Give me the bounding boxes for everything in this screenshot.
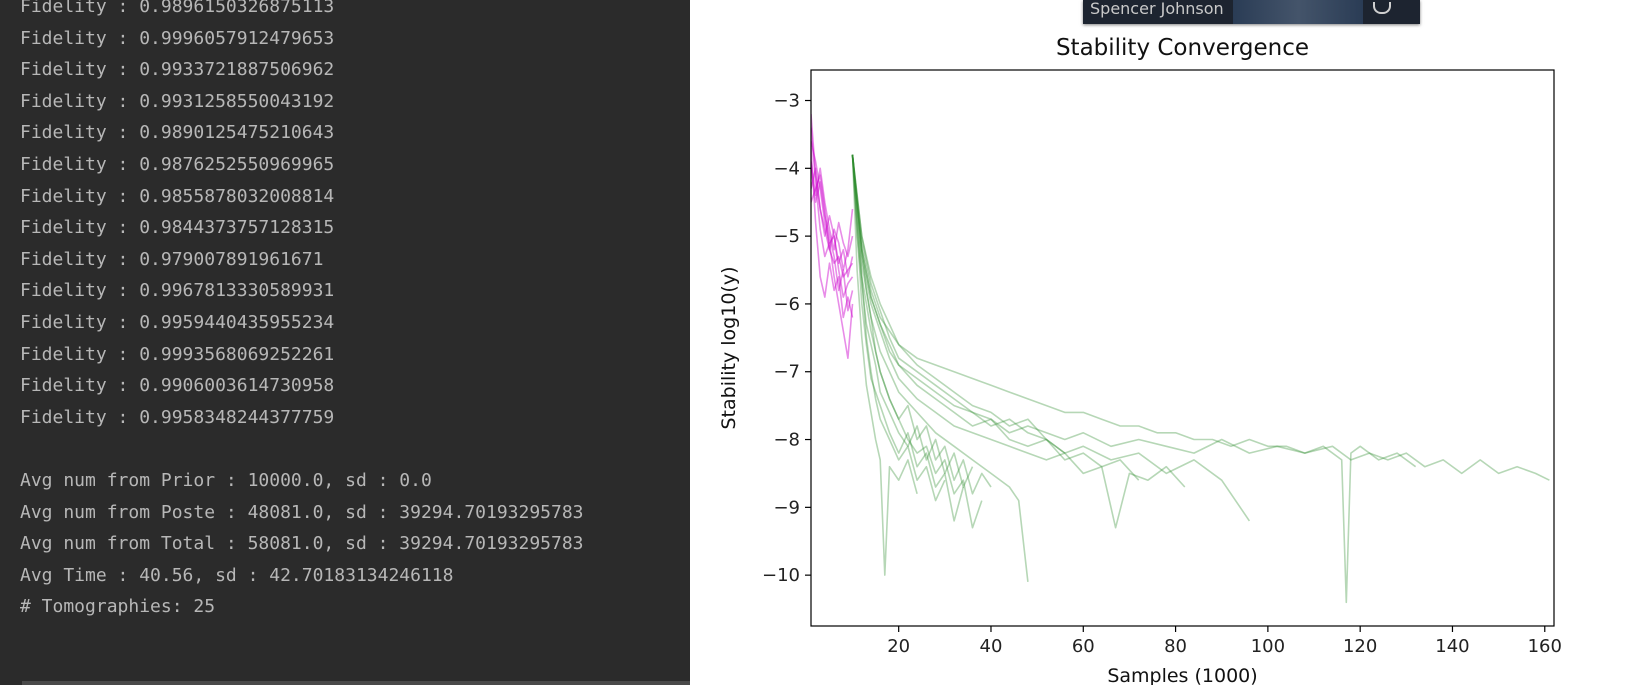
console-output: Fidelity : 0.9896150326875113 Fidelity : …: [20, 0, 584, 623]
posterior-series-line-11: [851, 154, 918, 576]
prior-series-line-4: [811, 161, 854, 258]
plot-panel: 20 40 60 80 100 120 140 160 −3 −4 −5 −6 −7 −8 −9 −10 Sta…: [690, 0, 1641, 685]
prior-series-line-6: [811, 147, 854, 319]
x-tick-label: 160: [1528, 636, 1562, 657]
posterior-series-line-18: [851, 154, 1140, 481]
posterior-series-line-10: [851, 154, 992, 495]
y-tick-label: −4: [773, 158, 800, 179]
posterior-series-line-16: [851, 154, 1186, 529]
y-axis-label: Stability log10(y): [718, 267, 740, 430]
console-line: Fidelity : 0.979007891961671: [20, 248, 324, 270]
prior-series-line-7: [811, 174, 854, 271]
console-line: Fidelity : 0.9933721887506962: [20, 59, 335, 81]
x-tick-label: 80: [1164, 636, 1187, 657]
console-line: Fidelity : 0.9855878032008814: [20, 185, 335, 207]
console-blank-line: [20, 433, 584, 465]
console-line: Fidelity : 0.9996057912479653: [20, 27, 335, 49]
console-line: Fidelity : 0.9906003614730958: [20, 375, 335, 397]
console-line: Fidelity : 0.9993568069252261: [20, 343, 335, 365]
posterior-series-line-9: [851, 154, 946, 502]
posterior-series-line-20: [851, 154, 1066, 454]
console-line: Fidelity : 0.9876252550969965: [20, 153, 335, 175]
console-line: Fidelity : 0.9896150326875113: [20, 0, 335, 17]
y-tick-label: −8: [773, 430, 800, 451]
y-tick-label: −6: [773, 294, 800, 315]
stability-convergence-chart: 20 40 60 80 100 120 140 160 −3 −4 −5 −6 −7 −8 −9 −10 Sta…: [718, 35, 1562, 685]
x-axis-label: Samples (1000): [1107, 665, 1257, 685]
x-tick-label: 60: [1072, 636, 1095, 657]
prior-series-line-2: [811, 168, 854, 312]
x-tick-label: 140: [1435, 636, 1469, 657]
console-line: Fidelity : 0.9931258550043192: [20, 90, 335, 112]
posterior-series-line-13: [851, 154, 1550, 481]
console-line: Fidelity : 0.9890125475210643: [20, 122, 335, 144]
y-tick-label: −3: [773, 91, 800, 112]
y-tick-label: −5: [773, 226, 800, 247]
plot-frame: [810, 69, 1555, 627]
y-tick-label: −7: [773, 362, 800, 383]
posterior-series-line-8: [851, 154, 974, 488]
video-call-tile[interactable]: Spencer Johnson: [1083, 0, 1420, 24]
x-tick-label: 120: [1343, 636, 1377, 657]
prior-series-line-1: [811, 141, 854, 298]
y-tick-label: −10: [762, 565, 800, 586]
x-tick-label: 40: [980, 636, 1003, 657]
x-tick-label: 20: [887, 636, 910, 657]
posterior-series-line-17: [851, 154, 1029, 582]
chart-title: Stability Convergence: [1056, 35, 1309, 61]
console-panel: Fidelity : 0.9896150326875113 Fidelity : …: [0, 0, 690, 685]
console-line: Fidelity : 0.9844373757128315: [20, 217, 335, 239]
console-horizontal-scrollbar[interactable]: [22, 681, 690, 685]
console-line: Avg num from Prior : 10000.0, sd : 0.0: [20, 469, 432, 491]
posterior-series-line-12: [851, 154, 965, 522]
posterior-series-line-19: [851, 154, 983, 529]
console-line: Avg num from Poste : 48081.0, sd : 39294…: [20, 501, 584, 523]
microphone-icon[interactable]: [1373, 2, 1391, 14]
console-line: Fidelity : 0.9959440435955234: [20, 311, 335, 333]
posterior-series-line-15: [851, 154, 1417, 604]
console-line: Fidelity : 0.9967813330589931: [20, 280, 335, 302]
participant-video-thumbnail: [1233, 0, 1363, 24]
y-tick-label: −9: [773, 497, 800, 518]
prior-series-line-3: [811, 127, 854, 360]
prior-series-line-5: [811, 167, 854, 278]
console-line: Fidelity : 0.9958348244377759: [20, 406, 335, 428]
x-tick-label: 100: [1251, 636, 1285, 657]
prior-series-line-0: [811, 114, 854, 278]
participant-name: Spencer Johnson: [1090, 0, 1224, 18]
posterior-series-line-14: [851, 154, 1251, 522]
console-line: Avg num from Total : 58081.0, sd : 39294…: [20, 533, 584, 555]
console-line: # Tomographies: 25: [20, 596, 216, 618]
console-line: Avg Time : 40.56, sd : 42.70183134246118: [20, 564, 454, 586]
